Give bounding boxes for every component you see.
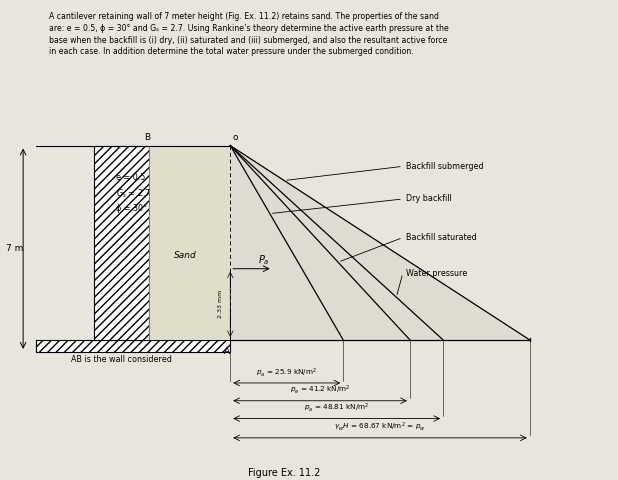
Polygon shape [231, 145, 530, 340]
Text: A cantilever retaining wall of 7 meter height (Fig. Ex. 11.2) retains sand. The : A cantilever retaining wall of 7 meter h… [49, 12, 449, 56]
Polygon shape [148, 145, 231, 340]
Text: $\gamma_w H$ = 68.67 kN/m$^2$ = $p_w$: $\gamma_w H$ = 68.67 kN/m$^2$ = $p_w$ [334, 421, 426, 433]
Polygon shape [94, 145, 148, 340]
Text: Backfill submerged: Backfill submerged [406, 162, 483, 171]
Text: Figure Ex. 11.2: Figure Ex. 11.2 [248, 468, 321, 478]
Text: $p_a$ = 25.9 kN/m$^2$: $p_a$ = 25.9 kN/m$^2$ [256, 366, 317, 379]
Text: Backfill saturated: Backfill saturated [406, 233, 476, 242]
Text: $p_e$ = 41.2 kN/m$^2$: $p_e$ = 41.2 kN/m$^2$ [290, 384, 350, 396]
Text: $P_a$: $P_a$ [258, 253, 269, 267]
Text: B: B [143, 133, 150, 142]
Text: 2.33 mm: 2.33 mm [218, 290, 223, 318]
Text: $p_a$ = 48.81 kN/m$^2$: $p_a$ = 48.81 kN/m$^2$ [304, 402, 370, 414]
Text: 7 m: 7 m [6, 244, 23, 253]
Polygon shape [36, 340, 231, 352]
Text: Water pressure: Water pressure [406, 269, 467, 277]
Text: o: o [232, 133, 237, 142]
Text: e = 0.5
$G_s$ = 2.7
ϕ = 30°: e = 0.5 $G_s$ = 2.7 ϕ = 30° [116, 173, 151, 213]
Text: AB is the wall considered: AB is the wall considered [71, 355, 172, 364]
Text: Dry backfill: Dry backfill [406, 194, 452, 204]
Text: A: A [224, 348, 231, 356]
Text: Sand: Sand [174, 251, 197, 260]
